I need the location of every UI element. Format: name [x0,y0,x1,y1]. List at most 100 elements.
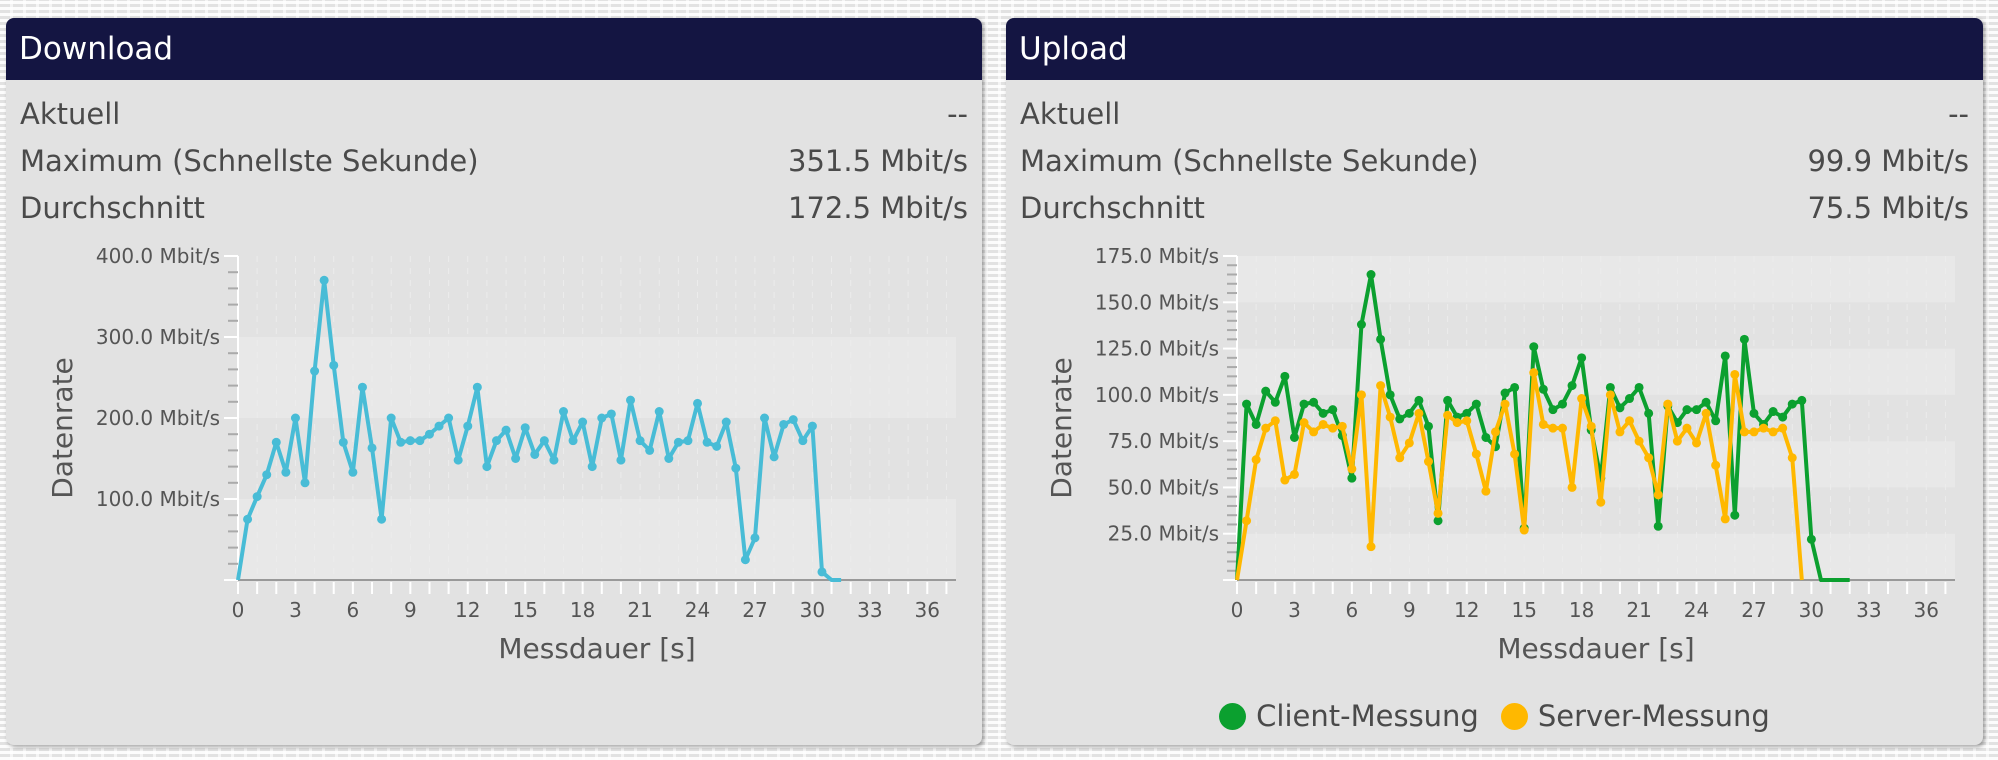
x-tick-label: 24 [1684,598,1709,622]
data-point [1462,408,1472,418]
server-dot-icon [1500,702,1528,730]
x-tick-label: 21 [1626,598,1651,622]
download-header: Download [6,18,982,80]
data-point [769,452,779,462]
data-point [750,533,760,543]
data-point [673,437,683,447]
grid-band [238,499,956,580]
data-point [1261,386,1271,396]
data-point [1309,427,1319,437]
grid-band [1237,487,1955,534]
data-point [760,413,770,423]
upload-legend: Client-Messung Server-Messung [1006,699,1983,733]
data-point [1423,457,1433,467]
data-point [1366,542,1376,552]
download-stats: Aktuell -- Maximum (Schnellste Sekunde) … [6,80,982,231]
grid-band [238,337,956,418]
data-point [1385,412,1395,422]
data-point [568,436,578,446]
data-point [1318,408,1328,418]
data-point [1672,436,1682,446]
x-axis-label: Messdauer [s] [1497,632,1694,665]
data-point [1510,449,1520,459]
x-tick-label: 3 [1288,598,1301,622]
stat-value: 351.5 Mbit/s [788,143,968,178]
data-point [587,462,597,472]
data-point [712,441,722,451]
data-point [1471,449,1481,459]
data-point [1299,418,1309,428]
data-point [463,421,473,431]
data-point [1462,416,1472,426]
data-point [1787,399,1797,409]
data-point [1596,497,1606,507]
legend-label: Client-Messung [1256,699,1479,733]
x-tick-label: 36 [1914,598,1939,622]
data-point [817,567,827,577]
data-point [606,409,616,419]
data-point [1634,382,1644,392]
y-tick-label: 100.0 Mbit/s [1095,383,1219,407]
data-point [1443,395,1453,405]
stat-value: 172.5 Mbit/s [788,190,968,225]
x-tick-label: 15 [512,598,537,622]
data-point [262,470,272,480]
legend-item-client[interactable]: Client-Messung [1219,699,1479,733]
upload-chart: 25.0 Mbit/s 50.0 Mbit/s 75.0 Mbit/s 100.0 M… [1045,244,1955,665]
x-tick-label: 27 [1741,598,1766,622]
upload-stats: Aktuell -- Maximum (Schnellste Sekunde) … [1006,80,1983,231]
data-point [1347,473,1357,483]
y-tick-label: 75.0 Mbit/s [1108,429,1219,453]
x-tick-label: 12 [1454,598,1479,622]
data-point [300,478,310,488]
data-point [1385,390,1395,400]
y-tick-label: 400.0 Mbit/s [96,244,220,268]
data-point [520,423,530,433]
data-point [1423,421,1433,431]
y-tick-label: 25.0 Mbit/s [1108,522,1219,546]
data-point [626,395,636,405]
data-point [558,407,568,417]
data-point [1797,395,1807,405]
data-point [1337,421,1347,431]
data-point [645,445,655,455]
data-point [348,467,358,477]
data-point [597,413,607,423]
grid-band [1237,256,1955,303]
y-tick-label: 300.0 Mbit/s [96,325,220,349]
data-point [1242,399,1252,409]
data-point [472,382,482,392]
data-point [807,421,817,431]
data-point [243,514,253,524]
data-point [319,275,329,285]
data-point [1270,397,1280,407]
data-point [1778,412,1788,422]
stat-label: Aktuell [20,96,121,131]
data-point [635,436,645,446]
x-tick-label: 9 [1403,598,1416,622]
download-panel: Download Aktuell -- Maximum (Schnellste … [6,18,982,745]
data-point [1768,427,1778,437]
x-tick-label: 18 [570,598,595,622]
x-tick-label: 30 [1799,598,1824,622]
data-point [377,514,387,524]
x-tick-label: 6 [347,598,360,622]
data-point [1806,534,1816,544]
data-point [654,407,664,417]
x-tick-label: 36 [915,598,940,622]
data-point [1625,416,1635,426]
x-tick-label: 18 [1569,598,1594,622]
stat-label: Aktuell [1020,96,1121,131]
stat-label: Durchschnitt [1020,190,1205,225]
legend-item-server[interactable]: Server-Messung [1500,699,1770,733]
x-tick-label: 0 [232,598,245,622]
data-point [1500,388,1510,398]
data-point [1615,403,1625,413]
data-point [1730,510,1740,520]
data-point [1356,320,1366,330]
data-point [415,436,425,446]
data-point [1395,453,1405,463]
data-point [1289,432,1299,442]
legend-label: Server-Messung [1537,699,1770,733]
x-tick-label: 0 [1231,598,1244,622]
